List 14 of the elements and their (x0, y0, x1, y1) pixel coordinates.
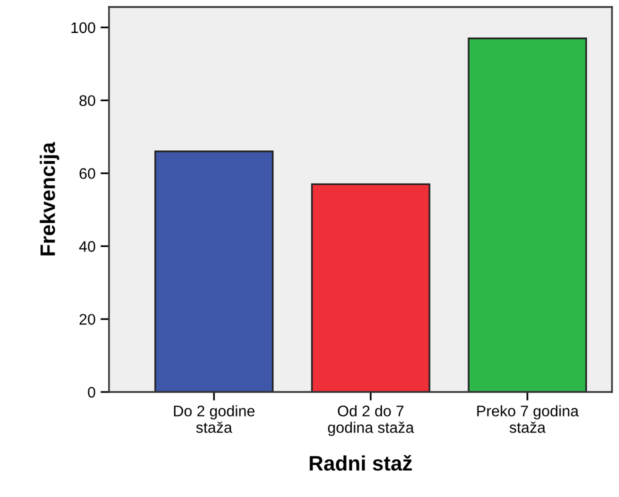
x-tick-label: Od 2 do 7 godina staža (328, 405, 414, 436)
x-tick-label: Preko 7 godina staža (477, 405, 579, 433)
y-tick-label: 80 (79, 95, 96, 106)
y-tick-label: 0 (88, 386, 96, 398)
bar (154, 150, 274, 392)
y-tick-label: 40 (79, 241, 96, 252)
bar (311, 183, 430, 392)
y-tick-label: 60 (80, 168, 96, 179)
y-tick-label: 20 (80, 314, 96, 325)
x-tick-label: Do 2 godine staža (174, 405, 255, 433)
y-tick-label: 100 (71, 22, 96, 34)
bar (468, 38, 587, 392)
x-axis-title: Radni staž (310, 454, 412, 471)
y-axis-title: Frekvencija (40, 142, 60, 256)
